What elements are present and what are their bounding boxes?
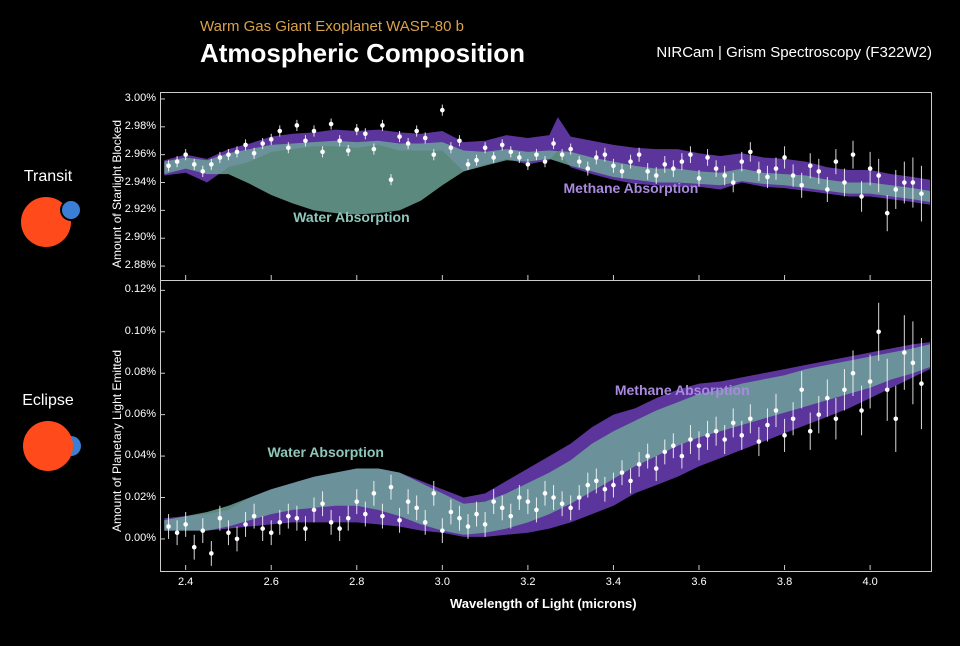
axis-tick: 2.4: [164, 576, 208, 588]
transit-spectrum-svg: [160, 92, 930, 280]
axis-tick: 0.12%: [112, 283, 156, 295]
axis-tick: 3.2: [506, 576, 550, 588]
axis-tick: 2.96%: [112, 148, 156, 160]
axis-tick: 0.10%: [112, 325, 156, 337]
axis-tick: 2.92%: [112, 203, 156, 215]
water-absorption-label: Water Absorption: [268, 444, 384, 460]
methane-absorption-label: Methane Absorption: [615, 382, 750, 398]
axis-tick: 3.00%: [112, 92, 156, 104]
eclipse-spectrum-svg: [160, 280, 930, 570]
transit-label: Transit: [8, 168, 88, 186]
axis-tick: 0.02%: [112, 491, 156, 503]
eclipse-label: Eclipse: [8, 392, 88, 410]
axis-tick: 2.90%: [112, 231, 156, 243]
x-axis-label: Wavelength of Light (microns): [450, 596, 637, 611]
axis-tick: 2.94%: [112, 176, 156, 188]
top-ylabel: Amount of Starlight Blocked: [110, 120, 124, 268]
axis-tick: 0.00%: [112, 532, 156, 544]
axis-tick: 0.06%: [112, 408, 156, 420]
axis-tick: 3.6: [677, 576, 721, 588]
axis-tick: 2.8: [335, 576, 379, 588]
axis-tick: 3.0: [420, 576, 464, 588]
instrument-label: NIRCam | Grism Spectroscopy (F322W2): [656, 44, 932, 61]
page-title: Atmospheric Composition: [200, 38, 525, 69]
axis-tick: 3.8: [763, 576, 807, 588]
methane-absorption-label: Methane Absorption: [564, 180, 699, 196]
water-absorption-label: Water Absorption: [293, 209, 409, 225]
subtitle: Warm Gas Giant Exoplanet WASP-80 b: [200, 18, 464, 35]
axis-tick: 2.98%: [112, 120, 156, 132]
axis-tick: 2.6: [249, 576, 293, 588]
axis-tick: 4.0: [848, 576, 892, 588]
axis-tick: 2.88%: [112, 259, 156, 271]
axis-tick: 3.4: [591, 576, 635, 588]
axis-tick: 0.04%: [112, 449, 156, 461]
axis-tick: 0.08%: [112, 366, 156, 378]
